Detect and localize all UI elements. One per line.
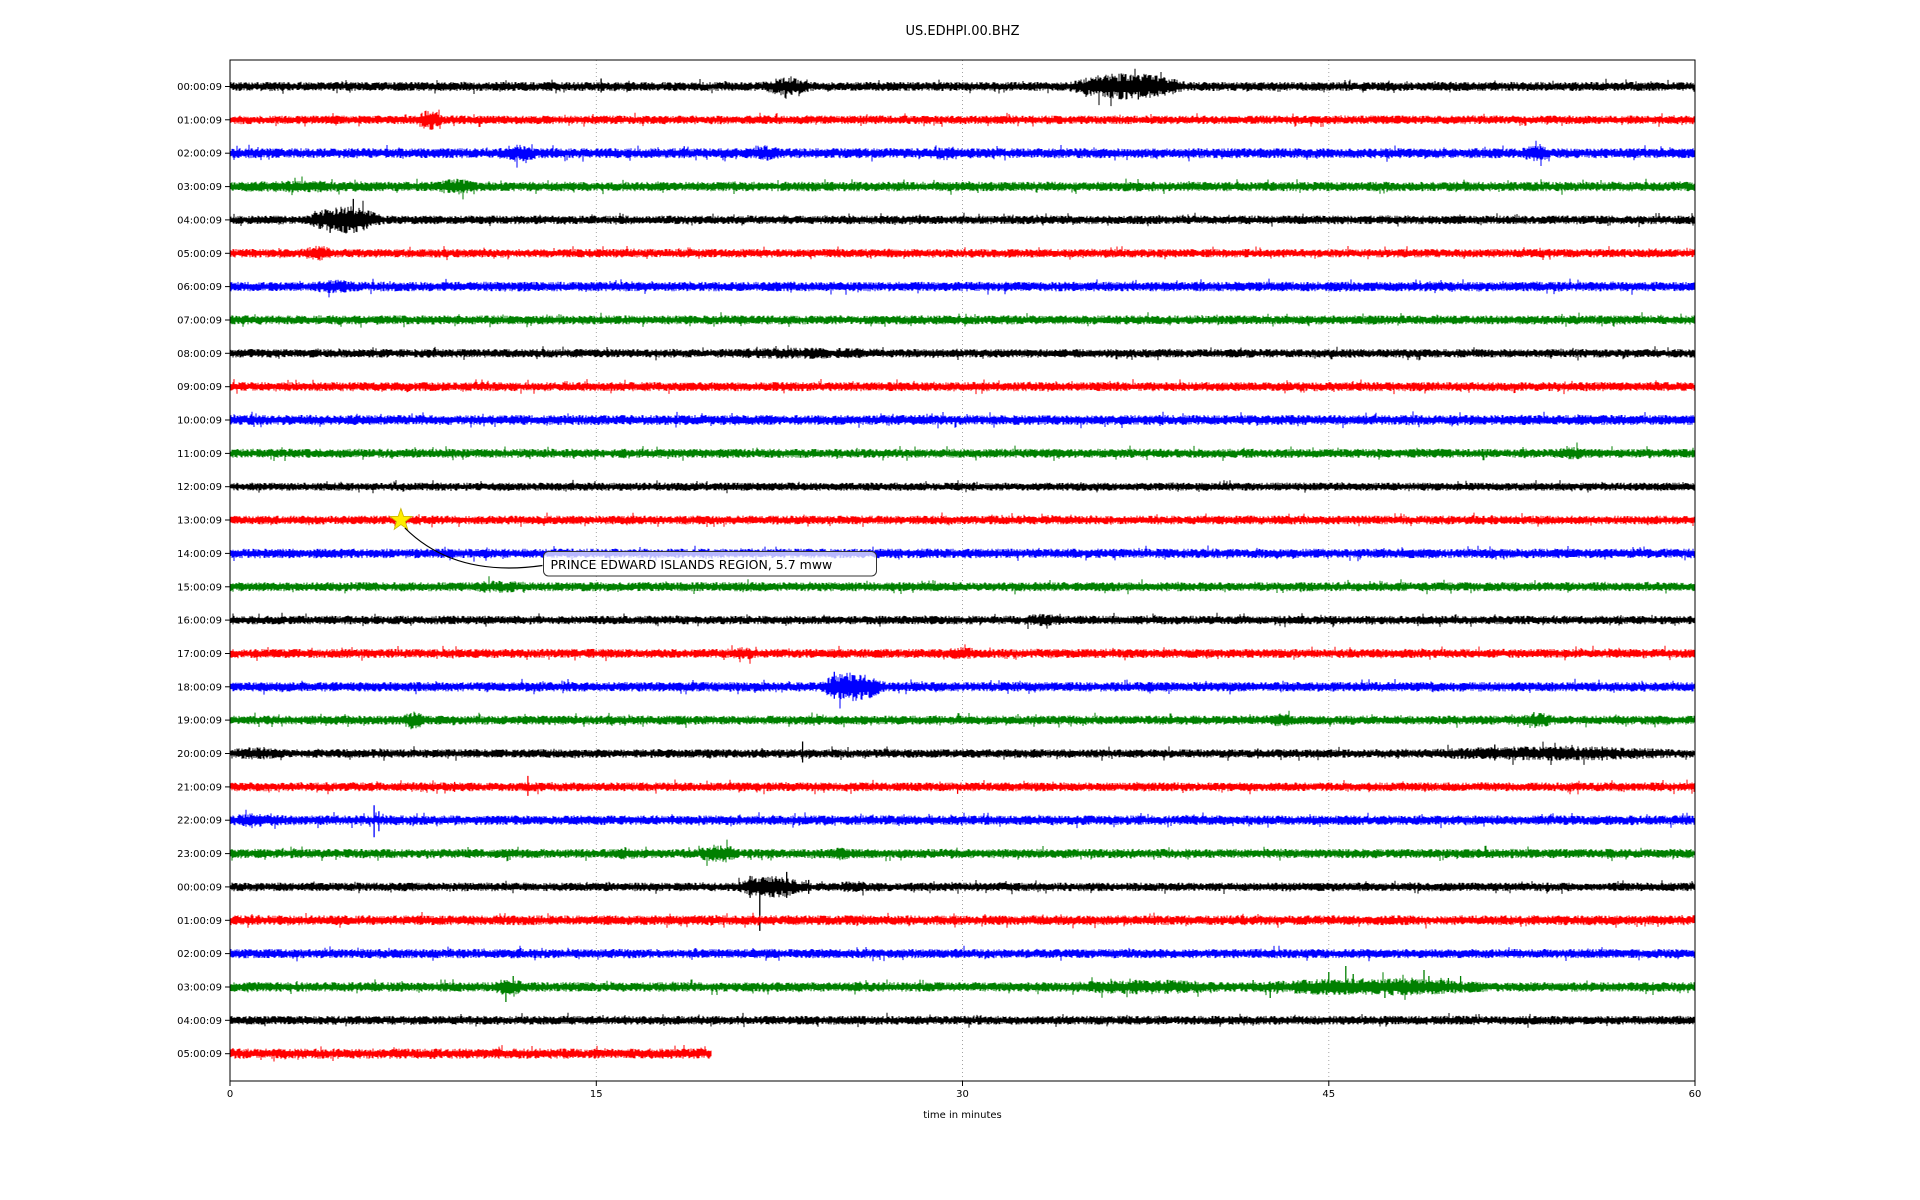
y-tick-label: 16:00:09 [177,616,222,627]
y-tick-label: 03:00:09 [177,182,222,193]
trace-spikes [505,966,1462,1002]
x-tick-label: 15 [590,1089,603,1100]
trace-row [229,576,1696,595]
trace-row [229,1012,1696,1028]
y-tick-label: 12:00:09 [177,482,222,493]
trace-row [229,512,1696,528]
y-tick-label: 05:00:09 [177,249,222,260]
trace-spikes [600,73,1139,100]
y-tick-label: 00:00:09 [177,82,222,93]
trace-row [229,278,1696,298]
trace-spikes [801,741,1603,763]
trace-row [229,741,1696,765]
y-tick-label: 05:00:09 [177,1049,222,1060]
trace-row [229,1045,712,1062]
trace-row [229,345,1696,361]
y-tick-label: 17:00:09 [177,649,222,660]
y-tick-label: 15:00:09 [177,582,222,593]
figure-title: US.EDHPI.00.BHZ [905,24,1020,39]
x-tick-label: 45 [1322,1089,1335,1100]
y-tick-label: 22:00:09 [177,816,222,827]
trace-spikes [833,671,866,699]
y-tick-label: 21:00:09 [177,782,222,793]
annotation-label: PRINCE EDWARD ISLANDS REGION, 5.7 mww [551,557,833,572]
y-tick-label: 01:00:09 [177,115,222,126]
y-tick-label: 06:00:09 [177,282,222,293]
y-tick-label: 14:00:09 [177,549,222,560]
x-tick-label: 60 [1689,1089,1702,1100]
trace-row [229,710,1696,730]
x-tick-label: 0 [227,1089,233,1100]
trace-row [229,442,1696,461]
y-tick-label: 23:00:09 [177,849,222,860]
trace-row [229,479,1696,494]
event-star-icon [388,507,414,531]
y-tick-label: 04:00:09 [177,215,222,226]
y-tick-label: 01:00:09 [177,916,222,927]
x-axis-title: time in minutes [923,1110,1002,1121]
trace-spikes [373,805,380,838]
annotation-callout [543,551,877,577]
trace-row [229,545,1696,562]
y-tick-label: 07:00:09 [177,316,222,327]
trace-row [229,839,1696,866]
trace-row [229,312,1696,328]
y-tick-label: 10:00:09 [177,416,222,427]
y-tick-label: 11:00:09 [177,449,222,460]
plot-border [229,59,1696,1082]
y-tick-label: 19:00:09 [177,716,222,727]
trace-row [229,672,1696,709]
x-tick-label: 30 [956,1089,969,1100]
trace-row [229,912,1696,929]
y-tick-label: 09:00:09 [177,382,222,393]
y-tick-label: 02:00:09 [177,949,222,960]
y-tick-label: 20:00:09 [177,749,222,760]
trace-spikes [319,198,368,233]
annotation-arrow [404,527,543,569]
y-tick-label: 08:00:09 [177,349,222,360]
trace-spikes [749,871,810,931]
trace-row [229,379,1696,395]
y-tick-label: 18:00:09 [177,682,222,693]
y-tick-label: 13:00:09 [177,516,222,527]
y-tick-label: 04:00:09 [177,1016,222,1027]
trace-row [229,876,1696,898]
trace-row [229,612,1696,629]
trace-row [229,411,1696,429]
trace-spikes [453,775,959,796]
y-tick-label: 02:00:09 [177,149,222,160]
y-tick-label: 03:00:09 [177,983,222,994]
y-tick-label: 00:00:09 [177,882,222,893]
